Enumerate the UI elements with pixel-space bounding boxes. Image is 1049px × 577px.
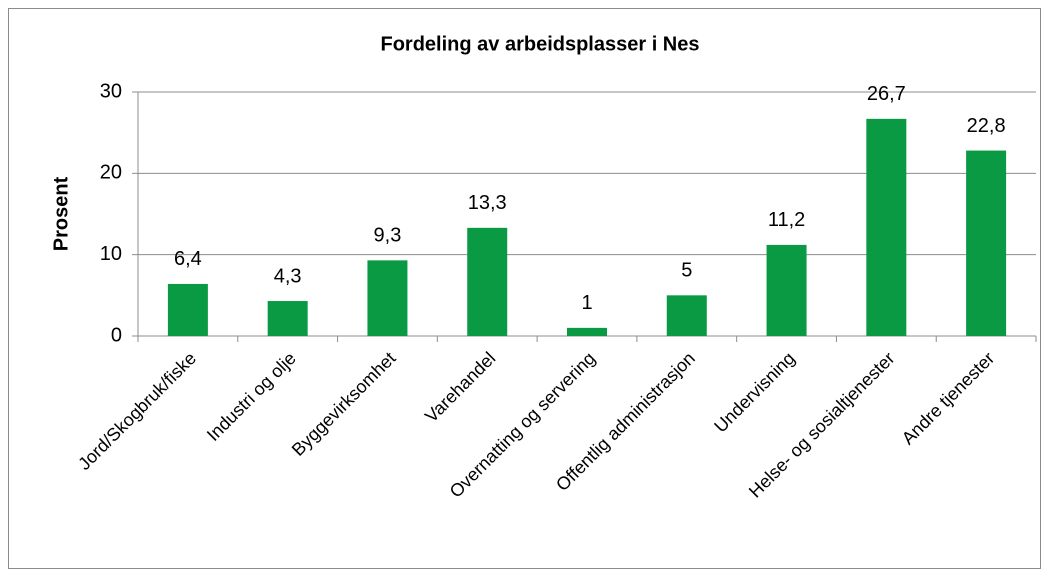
data-label: 22,8	[967, 115, 1006, 137]
y-axis-label: Prosent	[50, 176, 72, 251]
y-tick-label: 10	[100, 243, 122, 265]
y-tick-label: 20	[100, 162, 122, 184]
y-tick-label: 0	[111, 324, 122, 346]
bar	[766, 244, 807, 336]
chart-title: Fordeling av arbeidsplasser i Nes	[380, 33, 699, 55]
data-label: 13,3	[468, 192, 507, 214]
data-label: 1	[581, 292, 592, 314]
data-label: 11,2	[768, 209, 805, 231]
data-label: 4,3	[274, 265, 302, 287]
bar	[167, 283, 208, 336]
bar	[966, 150, 1007, 336]
bar	[866, 118, 907, 336]
data-label: 5	[681, 260, 692, 282]
data-label: 9,3	[374, 225, 402, 247]
bar	[467, 227, 508, 336]
bar	[567, 327, 607, 336]
bar	[666, 295, 707, 336]
data-label: 6,4	[174, 248, 202, 270]
data-label: 26,7	[867, 83, 906, 105]
bar	[367, 260, 408, 336]
y-tick-label: 30	[100, 80, 122, 102]
bar	[267, 301, 308, 336]
